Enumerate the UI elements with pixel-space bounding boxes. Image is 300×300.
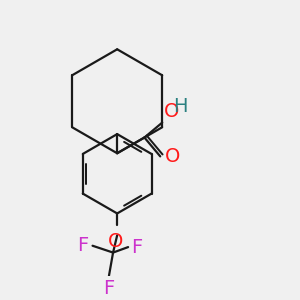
Text: F: F (77, 236, 88, 255)
Text: O: O (108, 232, 124, 250)
Text: O: O (164, 102, 179, 121)
Text: H: H (172, 97, 187, 116)
Text: F: F (103, 279, 115, 298)
Text: F: F (131, 238, 142, 256)
Text: O: O (165, 147, 181, 166)
